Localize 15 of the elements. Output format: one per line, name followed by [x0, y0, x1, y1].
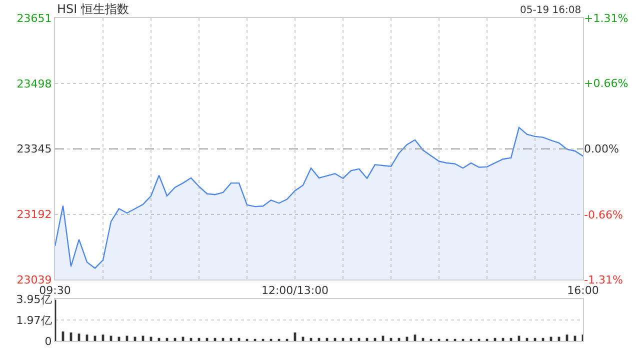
- y2-tick-label: +0.66%: [584, 76, 628, 90]
- y-tick-label: 23651: [16, 12, 52, 25]
- y-tick-label: 23345: [16, 142, 52, 156]
- y-tick-label: 23498: [16, 77, 52, 90]
- chart-title: HSI 恒生指数: [57, 2, 129, 16]
- y2-tick-label: +1.31%: [584, 12, 628, 25]
- y-tick-label: 23039: [16, 274, 52, 287]
- y2-tick-label: -0.66%: [584, 208, 623, 222]
- y-tick-label: 3.95亿: [16, 293, 52, 306]
- y2-tick-label: 0.00%: [584, 142, 619, 156]
- x-tick-label: 12:00/13:00: [261, 284, 329, 297]
- text: 05-19 16:08: [520, 5, 582, 16]
- y-tick-label: 23192: [16, 208, 52, 222]
- y-tick-label: 0: [44, 334, 52, 348]
- y-tick-label: 1.97亿: [16, 314, 52, 327]
